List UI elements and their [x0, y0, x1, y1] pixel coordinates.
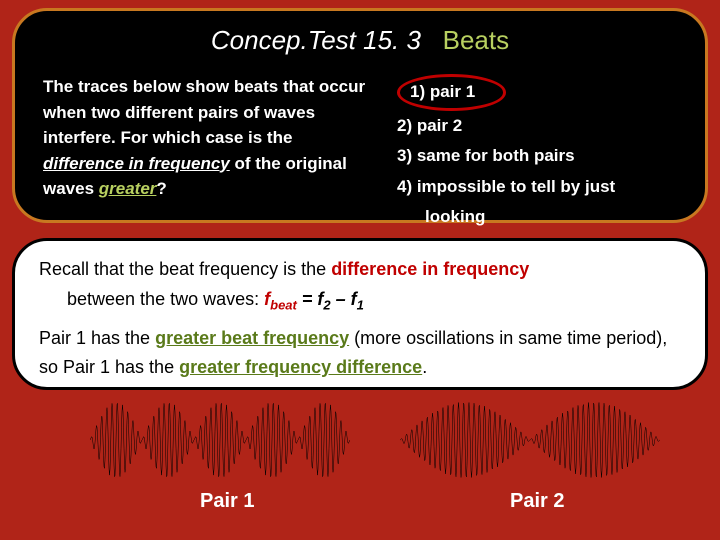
answer-options: 1) pair 1 2) pair 2 3) same for both pai…	[397, 74, 677, 233]
option-4b: looking	[397, 202, 677, 233]
q-part1: The traces below show beats that occur w…	[43, 77, 365, 147]
explain-line1b: between the two waves: fbeat = f2 – f1	[39, 285, 681, 316]
pair1-label: Pair 1	[200, 490, 254, 513]
title-prefix: Concep.Test 15. 3	[211, 25, 421, 55]
question-panel: Concep.Test 15. 3 Beats The traces below…	[12, 8, 708, 223]
content-row: The traces below show beats that occur w…	[43, 74, 677, 233]
question-text: The traces below show beats that occur w…	[43, 74, 373, 233]
q-greater: greater	[99, 179, 157, 198]
eq: = f2 – f1	[297, 289, 364, 309]
e2e: .	[422, 357, 427, 377]
eq1: = f	[297, 289, 324, 309]
e1a: Recall that the beat frequency is the	[39, 259, 331, 279]
fbeat: fbeat	[264, 289, 297, 309]
q-diff: difference in frequency	[43, 154, 230, 173]
e2b: greater beat frequency	[155, 328, 349, 348]
option-4a: 4) impossible to tell by just	[397, 172, 677, 203]
waveform-area	[90, 400, 660, 480]
pair1-waveform	[90, 400, 350, 480]
slide-background: Concep.Test 15. 3 Beats The traces below…	[0, 0, 720, 540]
eq2: – f	[331, 289, 357, 309]
sub2: 2	[323, 297, 330, 312]
q-part3: ?	[156, 179, 166, 198]
e2a: Pair 1 has the	[39, 328, 155, 348]
pair2-waveform	[400, 400, 660, 480]
slide-title: Concep.Test 15. 3 Beats	[43, 25, 677, 56]
title-topic: Beats	[443, 25, 510, 55]
explanation-panel: Recall that the beat frequency is the di…	[12, 238, 708, 390]
option-1-wrap: 1) pair 1	[397, 74, 677, 111]
e1c: between the two waves:	[67, 289, 264, 309]
e2d: greater frequency difference	[179, 357, 422, 377]
option-3: 3) same for both pairs	[397, 141, 677, 172]
option-1: 1) pair 1	[397, 74, 506, 111]
e1b: difference in frequency	[331, 259, 529, 279]
pair2-label: Pair 2	[510, 490, 564, 513]
sub1: 1	[357, 297, 364, 312]
fbeat-sub: beat	[270, 297, 297, 312]
explain-line1: Recall that the beat frequency is the di…	[39, 255, 681, 285]
option-2: 2) pair 2	[397, 111, 677, 142]
explain-line2: Pair 1 has the greater beat frequency (m…	[39, 324, 681, 383]
